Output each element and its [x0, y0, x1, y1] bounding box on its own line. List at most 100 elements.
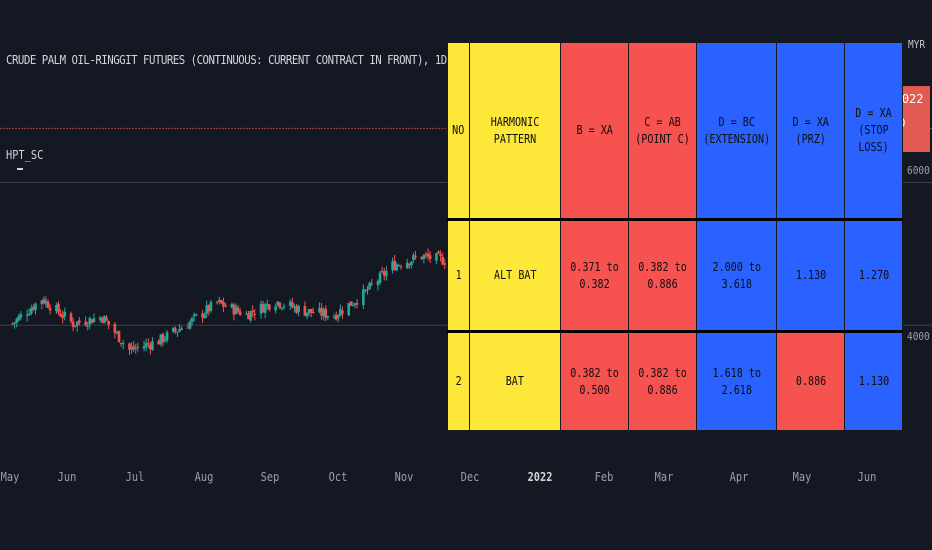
candle-2021-05-18-body: [57, 303, 60, 313]
time-tick-dec-2021: Dec: [460, 470, 480, 484]
candle-2021-05-21-body: [63, 311, 67, 317]
row1-c-ab: 0.382 to 0.886: [628, 218, 697, 332]
candle-2021-05-31-body: [84, 321, 87, 326]
candle-2021-05-25-body: [71, 321, 75, 327]
row2-d-xa-prz: 0.886: [776, 330, 846, 431]
header-d-bc: D = BC (EXTENSION): [695, 42, 778, 220]
candle-2021-09-17-body: [311, 311, 315, 314]
currency-label: MYR: [908, 38, 926, 51]
candle-2021-08-12-body: [236, 307, 240, 312]
table-row: 2 BAT 0.382 to 0.500 0.382 to 0.886 1.61…: [447, 330, 904, 431]
candle-2021-10-05-body: [349, 301, 353, 306]
candle-2021-06-15-body: [115, 332, 119, 334]
candle-2021-05-03-body: [25, 314, 29, 316]
indicator-marker: [17, 168, 23, 170]
candle-2021-10-19-body: [378, 272, 382, 283]
candle-2021-11-09-body: [422, 255, 426, 259]
time-tick-nov-2021: Nov: [394, 470, 414, 484]
candle-2021-05-13-body: [46, 301, 50, 308]
price-tick-4000: 4000: [907, 330, 930, 343]
candle-2021-07-12-body: [172, 327, 175, 332]
candle-2021-09-20-body: [318, 307, 321, 313]
candle-2021-11-08-body: [420, 256, 424, 260]
candle-2021-09-06-body: [288, 301, 292, 306]
candle-2021-10-27-body: [395, 264, 399, 271]
candle-2021-06-21-body: [128, 343, 131, 350]
indicator-label[interactable]: HPT_SC: [6, 148, 44, 162]
candle-2021-07-06-body: [159, 334, 163, 345]
candle-2021-07-01-body: [149, 344, 152, 349]
candle-2021-08-17-body: [247, 313, 250, 320]
candle-2021-09-16-body: [309, 308, 313, 313]
candle-2021-10-28-body: [397, 265, 401, 267]
candle-2021-08-04-body: [220, 300, 223, 304]
candle-2021-09-22-body: [322, 309, 325, 317]
candle-2021-06-09-body: [103, 316, 106, 324]
row2-no: 2: [447, 330, 470, 431]
candle-2021-10-21-body: [382, 271, 386, 276]
candle-2021-08-09-body: [230, 304, 234, 308]
time-tick-jun-2022: Jun: [857, 470, 877, 484]
candle-2021-10-06-body: [351, 305, 355, 307]
candle-2021-07-27-body: [203, 314, 206, 318]
candle-2021-06-16-body: [117, 331, 121, 343]
row1-b-xa: 0.371 to 0.382: [560, 218, 629, 332]
candle-2021-05-14-body: [48, 308, 52, 311]
candle-2021-10-08-body: [355, 303, 359, 305]
row1-pattern: ALT BAT: [469, 218, 561, 332]
table-row: 1 ALT BAT 0.371 to 0.382 0.382 to 0.886 …: [447, 218, 904, 332]
candle-2021-10-26-body: [393, 260, 396, 271]
candle-2021-09-27-body: [332, 316, 336, 318]
candle-2021-06-14-body: [113, 324, 117, 333]
candle-2021-11-04-body: [412, 254, 415, 261]
candle-2021-07-21-body: [190, 317, 194, 322]
candle-2021-07-02-body: [151, 341, 154, 350]
candle-2021-06-08-body: [101, 317, 104, 322]
candle-2021-11-19-body: [443, 263, 447, 265]
candle-2021-06-10-body: [105, 317, 108, 321]
candle-2021-09-24-body: [326, 316, 330, 318]
header-b-xa: B = XA: [560, 42, 629, 220]
candle-2021-06-25-body: [136, 346, 140, 348]
time-tick-may-2021: May: [0, 470, 20, 484]
candle-2021-06-28-body: [142, 346, 146, 349]
candle-2021-09-29-body: [336, 315, 340, 319]
candle-2021-05-06-body: [32, 306, 35, 310]
candle-2021-07-05-body: [157, 340, 161, 345]
candle-2021-05-24-body: [69, 313, 73, 322]
candle-2021-09-10-body: [297, 305, 300, 313]
candle-2021-08-02-body: [215, 301, 219, 303]
candle-2021-07-23-body: [194, 314, 198, 316]
candle-2021-04-29-body: [17, 316, 21, 321]
candle-2021-08-26-body: [265, 303, 269, 306]
harmonic-pattern-table: NO HARMONIC PATTERN B = XA C = AB (POINT…: [447, 42, 904, 431]
candle-2021-05-12-body: [44, 300, 48, 304]
candle-2021-11-05-body: [414, 256, 417, 258]
candle-2021-07-19-body: [186, 327, 190, 329]
time-tick-jul-2021: Jul: [125, 470, 145, 484]
time-tick-oct-2021: Oct: [328, 470, 348, 484]
candle-2021-07-28-body: [205, 305, 209, 314]
candle-2021-04-30-body: [19, 314, 23, 318]
time-tick-mar-2022: Mar: [654, 470, 674, 484]
candle-2021-11-16-body: [437, 251, 440, 254]
candle-2021-06-11-body: [107, 320, 110, 325]
candle-2021-10-13-body: [366, 289, 369, 291]
header-c-ab: C = AB (POINT C): [628, 42, 697, 220]
candle-2021-11-03-body: [410, 261, 413, 266]
candle-2021-11-15-body: [435, 253, 438, 261]
row1-d-bc: 2.000 to 3.618: [695, 218, 778, 332]
candle-2021-08-20-body: [253, 314, 257, 316]
time-tick-sep-2021: Sep: [260, 470, 280, 484]
row1-d-xa-prz: 1.130: [776, 218, 846, 332]
candle-2021-09-21-body: [320, 308, 323, 316]
candle-2021-08-10-body: [232, 304, 236, 315]
time-tick-jun-2021: Jun: [57, 470, 77, 484]
candle-2021-09-23-body: [324, 308, 328, 318]
candle-2021-08-11-body: [234, 306, 238, 315]
candle-2021-07-15-body: [178, 329, 181, 332]
row1-no: 1: [447, 218, 470, 332]
candle-2021-05-20-body: [61, 315, 64, 318]
time-tick-apr-2022: Apr: [729, 470, 749, 484]
candle-2021-11-10-body: [424, 253, 428, 255]
